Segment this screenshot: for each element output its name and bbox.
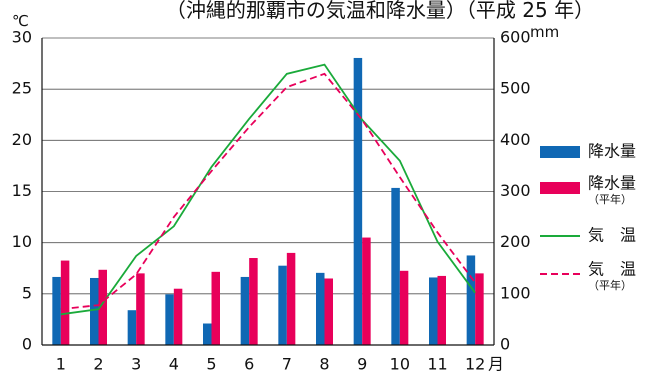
legend-swatch bbox=[540, 182, 580, 194]
bar-precip-normal bbox=[399, 270, 409, 345]
x-tick-label: 12 bbox=[465, 355, 485, 374]
bar-precip bbox=[466, 255, 476, 345]
x-tick-label: 5 bbox=[206, 355, 216, 374]
chart-title: （沖縄的那覇市の気温和降水量）（平成 25 年） bbox=[166, 0, 594, 22]
bar-precip bbox=[90, 277, 99, 345]
bar-precip bbox=[278, 265, 287, 345]
bar-precip-normal bbox=[136, 273, 145, 345]
y-left-tick-label: 5 bbox=[22, 283, 32, 302]
y-right-tick-label: 100 bbox=[500, 283, 531, 302]
right-axis-unit: mm bbox=[530, 23, 559, 41]
bar-precip-normal bbox=[475, 273, 484, 345]
y-right-tick-label: 600 bbox=[500, 28, 531, 47]
bar-precip bbox=[391, 187, 400, 345]
bar-precip bbox=[240, 276, 250, 345]
bar-precip-normal bbox=[249, 258, 258, 345]
bar-precip-normal bbox=[362, 237, 371, 345]
x-tick-label: 10 bbox=[390, 355, 410, 374]
bar-precip bbox=[203, 323, 212, 345]
bar-precip bbox=[316, 272, 325, 345]
grid bbox=[42, 37, 494, 295]
legend-sublabel: （平年） bbox=[588, 192, 632, 206]
legend-label: 気 温 bbox=[588, 226, 636, 245]
bar-precip bbox=[127, 310, 137, 345]
bar-precip-normal bbox=[60, 260, 70, 345]
bar-precip bbox=[429, 277, 438, 345]
legend-label: 降水量 bbox=[588, 142, 636, 161]
legend-swatch bbox=[540, 146, 580, 158]
bars bbox=[52, 57, 484, 346]
x-axis-unit: 月 bbox=[488, 355, 504, 374]
left-axis-unit: ℃ bbox=[12, 12, 29, 30]
y-left-tick-label: 30 bbox=[12, 28, 32, 47]
y-right-tick-label: 0 bbox=[500, 335, 510, 354]
y-left-tick-label: 25 bbox=[12, 79, 32, 98]
legend-label: 気 温 bbox=[588, 260, 636, 279]
bar-precip bbox=[165, 294, 174, 345]
x-tick-label: 8 bbox=[319, 355, 329, 374]
x-tick-label: 3 bbox=[131, 355, 141, 374]
lines bbox=[60, 63, 476, 316]
bar-precip-normal bbox=[98, 269, 107, 345]
x-tick-label: 6 bbox=[244, 355, 254, 374]
legend-label: 降水量 bbox=[588, 174, 636, 193]
x-tick-label: 1 bbox=[56, 355, 66, 374]
bar-precip bbox=[52, 276, 61, 345]
bar-precip-normal bbox=[437, 275, 446, 345]
bar-precip-normal bbox=[286, 252, 296, 345]
y-left-tick-label: 20 bbox=[12, 130, 32, 149]
line-temp-normal bbox=[60, 72, 476, 311]
x-tick-label: 4 bbox=[169, 355, 179, 374]
y-right-tick-label: 500 bbox=[500, 79, 531, 98]
y-left-tick-label: 0 bbox=[22, 335, 32, 354]
x-tick-label: 9 bbox=[357, 355, 367, 374]
y-right-tick-label: 300 bbox=[500, 181, 531, 200]
bar-precip-normal bbox=[211, 271, 220, 345]
line-temp bbox=[60, 63, 476, 316]
bar-precip-normal bbox=[173, 288, 183, 345]
y-left-tick-label: 10 bbox=[12, 232, 32, 251]
y-right-tick-label: 200 bbox=[500, 232, 531, 251]
x-tick-label: 2 bbox=[93, 355, 103, 374]
bar-precip-normal bbox=[324, 278, 333, 345]
y-left-tick-label: 15 bbox=[12, 181, 32, 200]
x-tick-label: 7 bbox=[282, 355, 292, 374]
bar-precip bbox=[353, 57, 363, 346]
y-right-tick-label: 400 bbox=[500, 130, 531, 149]
x-tick-label: 11 bbox=[427, 355, 447, 374]
legend-sublabel: （平年） bbox=[588, 278, 632, 292]
